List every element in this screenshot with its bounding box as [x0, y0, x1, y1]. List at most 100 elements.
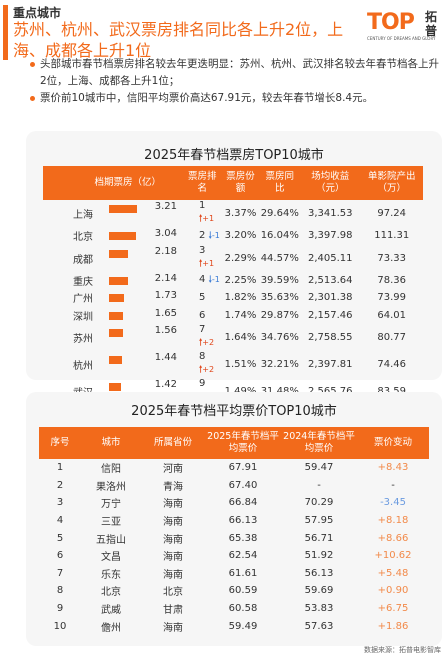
table-row: 广州 1.73 5 1.82% 35.63% 2,301.38 73.99 [43, 289, 423, 307]
price-change: +8.43 [377, 462, 409, 474]
province: 甘肃 [163, 605, 183, 617]
province: 海南 [163, 552, 183, 564]
col-per: 单影院产出（万） [360, 166, 423, 200]
per-value: 111.31 [374, 230, 410, 242]
city-name: 重庆 [73, 276, 93, 288]
province: 海南 [163, 569, 183, 581]
data-source: 数据来源：拓普电影智库 [364, 646, 441, 654]
per-value: 64.01 [377, 310, 407, 322]
share-value: 1.74% [224, 310, 257, 322]
box-bar [109, 329, 123, 338]
rank-value: 2 [199, 229, 206, 241]
box-bar-cell: 1.56 [105, 324, 183, 351]
col-price-2025: 2025年春节档平均票价 [205, 427, 281, 459]
row-no: 2 [56, 479, 64, 491]
box-bar-cell: 3.04 [105, 227, 183, 245]
price-change: +0.90 [377, 585, 409, 597]
box-value: 1.65 [154, 307, 177, 319]
brand-logo: TOP CENTURY OF DREAMS AND GLORY 拓普 [367, 10, 439, 44]
rank-value: 8 [199, 351, 206, 363]
box-bar [109, 311, 123, 320]
province: 海南 [163, 534, 183, 546]
box-bar-cell: 1.42 [105, 378, 183, 405]
city-name: 广州 [73, 294, 93, 306]
box-bar-cell: 1.65 [105, 307, 183, 325]
rank-change: +2 [202, 338, 215, 348]
rank-cell: 5 [183, 289, 221, 307]
rank-cell: 1 🠑+1 [183, 200, 221, 227]
col-avg: 场均收益（元） [300, 166, 361, 200]
price-change: +6.75 [377, 603, 409, 615]
rank-change: -1 [211, 275, 220, 285]
col-price-2024: 2024年春节档平均票价 [281, 427, 357, 459]
rank-value: 3 [199, 244, 206, 256]
table-row: 8 北京 北京 60.59 59.69 +0.90 [39, 582, 429, 600]
table-row: 深圳 1.65 6 1.74% 29.87% 2,157.46 64.01 [43, 307, 423, 325]
yoy-value: 31.48% [260, 378, 301, 405]
city-name: 杭州 [73, 361, 93, 373]
price-change: -3.45 [380, 497, 406, 509]
city-name: 果洛州 [96, 481, 126, 493]
box-value: 3.21 [154, 201, 177, 212]
rank-value: 7 [199, 324, 206, 336]
price-change: +1.86 [377, 620, 409, 632]
share-value: 1.64% [224, 332, 257, 344]
box-bar-cell: 3.21 [105, 200, 183, 227]
avg-value: 2,513.64 [307, 274, 353, 286]
row-no: 8 [56, 585, 64, 597]
table-row: 7 乐东 海南 61.61 56.13 +5.48 [39, 565, 429, 583]
avg-value: 2,397.81 [307, 359, 353, 371]
yoy-value: 34.76% [260, 332, 299, 344]
table1-title: 2025年春节档票房TOP10城市 [144, 148, 324, 163]
section-accent-bar [3, 5, 8, 60]
row-no: 6 [56, 550, 64, 562]
box-bar [109, 249, 128, 258]
row-no: 7 [56, 567, 64, 579]
box-bar [109, 294, 124, 303]
city-name: 苏州 [73, 334, 93, 346]
box-bar [109, 205, 137, 213]
col-province: 所属省份 [141, 427, 205, 459]
col-share: 票房份额 [221, 166, 260, 200]
avg-value: 2,157.46 [307, 310, 353, 322]
price-2025: 67.40 [228, 479, 258, 491]
box-bar-cell: 1.73 [105, 289, 183, 307]
province: 青海 [163, 481, 183, 493]
yoy-value: 16.04% [260, 230, 299, 242]
rank-cell: 8 🠑+2 [183, 351, 221, 378]
price-2025: 60.58 [228, 603, 258, 615]
box-bar [109, 276, 128, 285]
price-change: +8.66 [377, 532, 409, 544]
rank-down-icon: 🠓 [208, 275, 212, 286]
price-2025: 66.13 [228, 515, 258, 527]
box-bar-cell: 2.14 [105, 272, 183, 290]
rank-up-icon: 🠑 [199, 258, 203, 269]
price-2025: 67.91 [228, 462, 258, 474]
price-2025: 59.49 [228, 620, 258, 632]
rank-up-icon: 🠑 [199, 365, 203, 376]
summary-bullets: 头部城市春节档票房排名较去年更迭明显：苏州、杭州、武汉排名较去年春节档各上升2位… [30, 56, 442, 107]
price-2025: 66.84 [228, 497, 258, 509]
share-value: 2.25% [224, 274, 257, 286]
city-name: 武威 [101, 605, 121, 617]
box-bar-cell: 1.44 [105, 351, 183, 378]
per-value: 97.24 [377, 208, 407, 219]
province: 海南 [163, 622, 183, 634]
rank-change: -1 [211, 230, 220, 240]
table-row: 北京 3.04 2 🠓-1 3.20% 16.04% 3,397.98 111.31 [43, 227, 423, 245]
box-bar-cell: 2.18 [105, 245, 183, 272]
box-value: 2.14 [154, 272, 177, 284]
table-row: 5 五指山 海南 65.38 56.71 +8.66 [39, 529, 429, 547]
rank-cell: 2 🠓-1 [183, 227, 221, 245]
box-value: 2.18 [154, 245, 177, 257]
price-2024: 53.83 [304, 603, 334, 615]
section-label: 重点城市 [13, 6, 62, 20]
col-change: 票价变动 [357, 427, 429, 459]
province: 河南 [163, 464, 183, 476]
rank-change: +1 [202, 258, 215, 268]
province: 北京 [163, 587, 183, 599]
share-value: 3.20% [224, 230, 257, 242]
price-change: +5.48 [377, 567, 409, 579]
logo-cn-name: 拓普 [425, 10, 438, 38]
col-box: 档期票房（亿） [43, 166, 183, 200]
